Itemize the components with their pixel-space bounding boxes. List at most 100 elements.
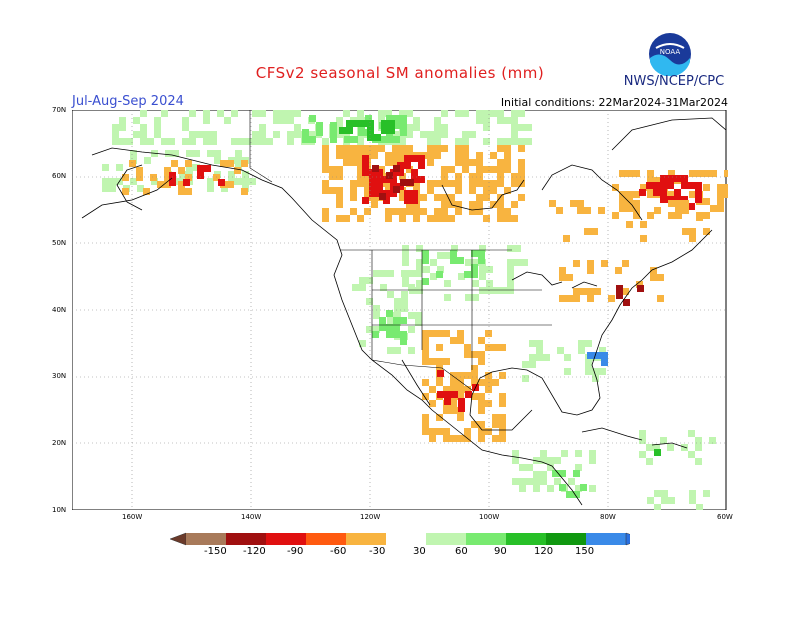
anomaly-cell	[441, 166, 448, 173]
anomaly-cell	[490, 201, 497, 208]
anomaly-cell	[436, 344, 443, 351]
anomaly-cell	[367, 127, 374, 134]
anomaly-cell	[511, 110, 518, 117]
colorbar-segment	[346, 533, 386, 545]
anomaly-cell	[657, 274, 664, 281]
anomaly-cell	[429, 386, 436, 393]
anomaly-cell	[154, 117, 161, 124]
anomaly-cell	[547, 464, 554, 471]
anomaly-cell	[336, 173, 343, 180]
anomaly-cell	[575, 485, 582, 492]
anomaly-cell	[336, 152, 343, 159]
anomaly-cell	[689, 228, 696, 235]
anomaly-cell	[397, 183, 404, 190]
anomaly-cell	[483, 138, 490, 145]
anomaly-cell	[497, 173, 504, 180]
anomaly-cell	[379, 324, 386, 331]
anomaly-cell	[619, 191, 626, 198]
anomaly-cell	[552, 470, 559, 477]
anomaly-cell	[599, 347, 606, 354]
anomaly-cell	[647, 177, 654, 184]
anomaly-cell	[434, 117, 441, 124]
anomaly-cell	[585, 340, 592, 347]
anomaly-cell	[130, 150, 137, 157]
anomaly-cell	[471, 271, 478, 278]
anomaly-cell	[422, 250, 429, 257]
anomaly-cell	[573, 288, 580, 295]
anomaly-cell	[203, 138, 210, 145]
anomaly-cell	[633, 170, 640, 177]
anomaly-cell	[329, 166, 336, 173]
anomaly-cell	[654, 449, 661, 456]
colorbar-label: 90	[494, 546, 507, 557]
anomaly-cell	[469, 159, 476, 166]
anomaly-cell	[189, 131, 196, 138]
anomaly-cell	[411, 155, 418, 162]
anomaly-cell	[717, 191, 724, 198]
anomaly-cell	[399, 110, 406, 117]
anomaly-cell	[164, 167, 171, 174]
anomaly-cell	[357, 145, 364, 152]
anomaly-cell	[418, 155, 425, 162]
anomaly-cell	[404, 197, 411, 204]
anomaly-cell	[350, 194, 357, 201]
anomaly-cell	[504, 215, 511, 222]
anomaly-cell	[709, 437, 716, 444]
anomaly-cell	[559, 470, 566, 477]
anomaly-cell	[681, 175, 688, 182]
anomaly-cell	[518, 145, 525, 152]
anomaly-cell	[266, 138, 273, 145]
anomaly-cell	[584, 228, 591, 235]
anomaly-cell	[161, 138, 168, 145]
anomaly-cell	[397, 169, 404, 176]
anomaly-cell	[619, 205, 626, 212]
anomaly-cell	[336, 215, 343, 222]
anomaly-cell	[464, 372, 471, 379]
anomaly-cell	[109, 185, 116, 192]
anomaly-cell	[724, 191, 728, 198]
anomaly-cell	[418, 162, 425, 169]
anomaly-cell	[717, 184, 724, 191]
anomaly-cell	[724, 184, 728, 191]
anomaly-cell	[357, 166, 364, 173]
anomaly-cell	[373, 305, 380, 312]
anomaly-cell	[507, 259, 514, 266]
anomaly-cell	[427, 187, 434, 194]
anomaly-cell	[429, 435, 436, 442]
colorbar-segment	[426, 533, 466, 545]
anomaly-cell	[518, 138, 525, 145]
anomaly-cells	[102, 110, 728, 510]
anomaly-cell	[455, 152, 462, 159]
anomaly-cell	[573, 295, 580, 302]
anomaly-cell	[126, 138, 133, 145]
anomaly-cell	[427, 131, 434, 138]
anomaly-cell	[525, 124, 532, 131]
anomaly-cell	[102, 185, 109, 192]
anomaly-cell	[639, 451, 646, 458]
anomaly-cell	[353, 120, 360, 127]
anomaly-cell	[504, 117, 511, 124]
anomaly-cell	[455, 208, 462, 215]
anomaly-cell	[390, 169, 397, 176]
anomaly-cell	[654, 177, 661, 184]
anomaly-cell	[372, 165, 379, 172]
anomaly-cell	[249, 178, 256, 185]
anomaly-cell	[587, 295, 594, 302]
colorbar-arrow-low	[170, 532, 187, 546]
anomaly-cell	[688, 203, 695, 210]
anomaly-cell	[373, 270, 380, 277]
anomaly-cell	[668, 200, 675, 207]
anomaly-cell	[703, 228, 710, 235]
anomaly-cell	[497, 110, 504, 117]
anomaly-cell	[182, 124, 189, 131]
anomaly-cell	[309, 136, 316, 143]
anomaly-cell	[504, 159, 511, 166]
anomaly-cell	[273, 131, 280, 138]
anomaly-cell	[578, 347, 585, 354]
anomaly-cell	[140, 138, 147, 145]
anomaly-cell	[660, 189, 667, 196]
lon-label: 160W	[122, 513, 143, 521]
anomaly-cell	[674, 175, 681, 182]
anomaly-cell	[485, 330, 492, 337]
anomaly-cell	[549, 200, 556, 207]
